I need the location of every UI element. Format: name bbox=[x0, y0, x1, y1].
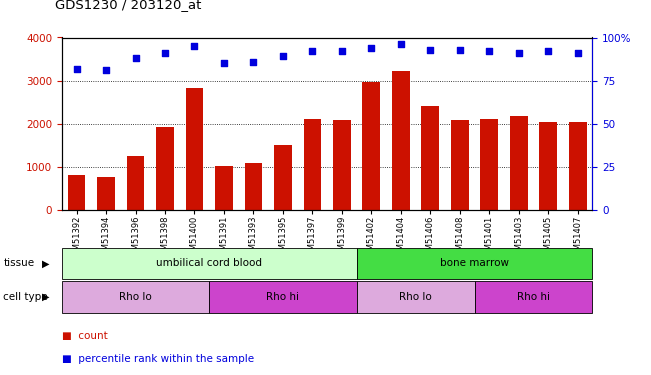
Point bbox=[514, 50, 524, 56]
Text: ■  count: ■ count bbox=[62, 331, 107, 341]
Bar bbox=[357, 281, 475, 313]
Bar bbox=[209, 281, 357, 313]
Point bbox=[337, 48, 347, 54]
Point bbox=[189, 43, 200, 49]
Text: ▶: ▶ bbox=[42, 258, 49, 268]
Bar bbox=[363, 82, 380, 210]
Text: ▶: ▶ bbox=[42, 292, 49, 302]
Bar bbox=[62, 248, 357, 279]
Point bbox=[425, 46, 436, 53]
Point bbox=[454, 46, 465, 53]
Point bbox=[396, 41, 406, 47]
Point bbox=[572, 50, 583, 56]
Text: Rho lo: Rho lo bbox=[119, 292, 152, 302]
Text: Rho hi: Rho hi bbox=[266, 292, 299, 302]
Bar bbox=[274, 146, 292, 210]
Bar bbox=[480, 118, 498, 210]
Point bbox=[307, 48, 318, 54]
Bar bbox=[451, 120, 469, 210]
Point bbox=[543, 48, 553, 54]
Text: umbilical cord blood: umbilical cord blood bbox=[156, 258, 262, 268]
Bar bbox=[62, 281, 209, 313]
Point bbox=[72, 66, 82, 72]
Bar bbox=[97, 177, 115, 210]
Point bbox=[159, 50, 170, 56]
Point bbox=[366, 45, 376, 51]
Text: cell type: cell type bbox=[3, 292, 48, 302]
Point bbox=[248, 58, 258, 64]
Point bbox=[219, 60, 229, 66]
Bar bbox=[333, 120, 351, 210]
Bar bbox=[127, 156, 145, 210]
Text: Rho hi: Rho hi bbox=[517, 292, 550, 302]
Bar bbox=[245, 163, 262, 210]
Bar bbox=[186, 87, 203, 210]
Text: tissue: tissue bbox=[3, 258, 35, 268]
Bar bbox=[475, 281, 592, 313]
Point bbox=[278, 54, 288, 60]
Bar bbox=[392, 71, 409, 210]
Text: GDS1230 / 203120_at: GDS1230 / 203120_at bbox=[55, 0, 202, 11]
Point bbox=[484, 48, 495, 54]
Bar bbox=[569, 123, 587, 210]
Text: bone marrow: bone marrow bbox=[440, 258, 509, 268]
Bar bbox=[215, 166, 233, 210]
Bar bbox=[68, 175, 85, 210]
Bar bbox=[421, 106, 439, 210]
Text: Rho lo: Rho lo bbox=[399, 292, 432, 302]
Point bbox=[101, 67, 111, 73]
Point bbox=[130, 55, 141, 61]
Bar bbox=[156, 127, 174, 210]
Bar bbox=[539, 122, 557, 210]
Text: ■  percentile rank within the sample: ■ percentile rank within the sample bbox=[62, 354, 254, 364]
Bar bbox=[510, 116, 527, 210]
Bar bbox=[357, 248, 592, 279]
Bar bbox=[303, 120, 321, 210]
